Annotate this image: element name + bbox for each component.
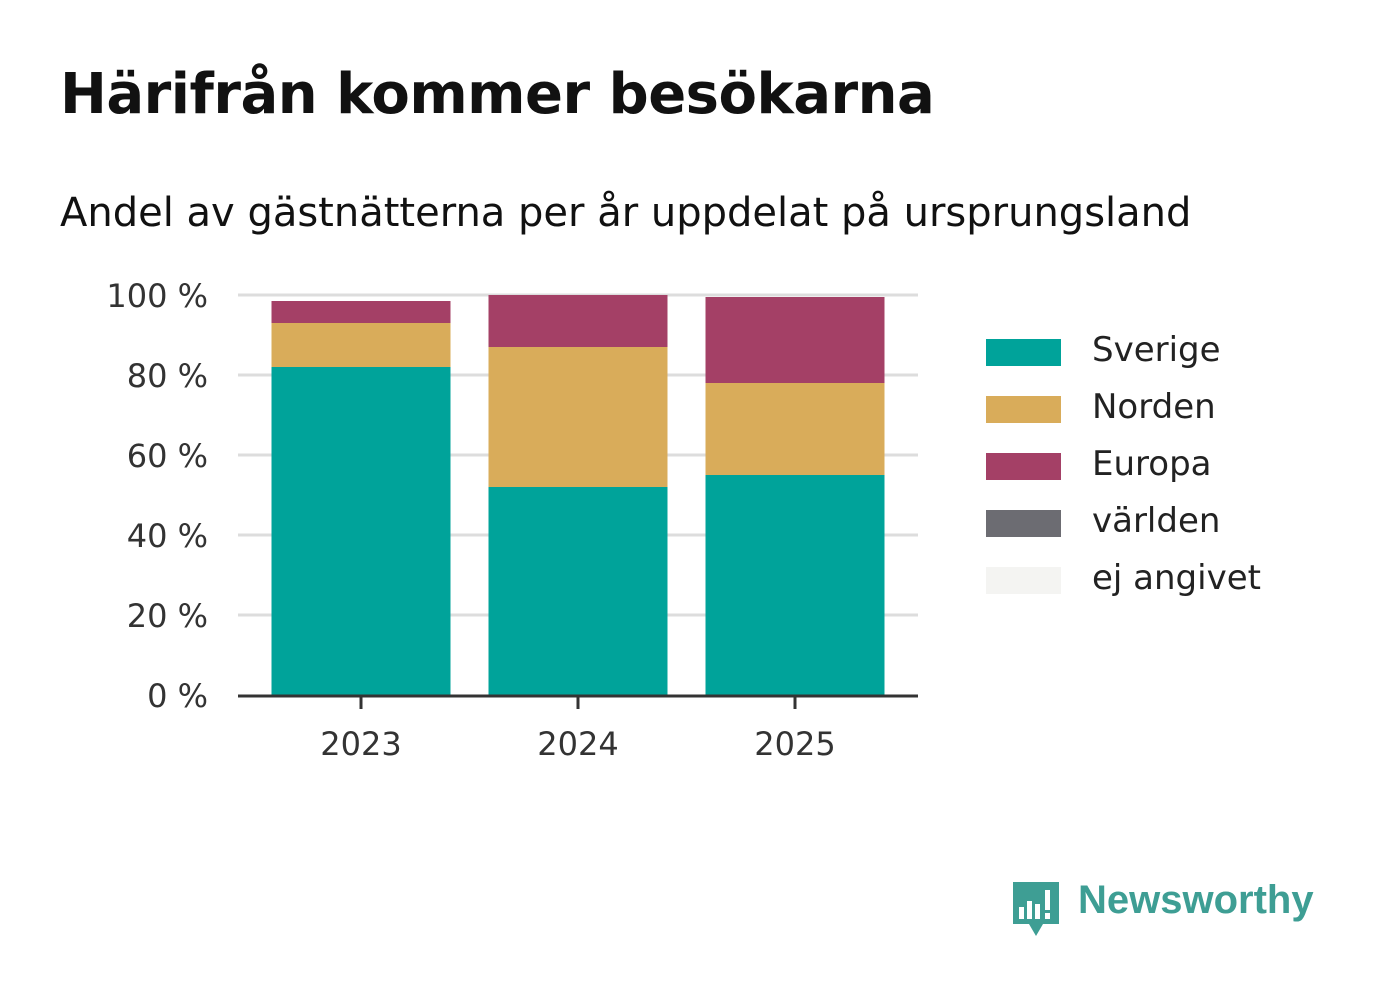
- bar-segment: [705, 297, 885, 383]
- bar-segment: [488, 347, 668, 487]
- y-tick-label: 80 %: [127, 357, 208, 395]
- y-tick-label: 60 %: [127, 437, 208, 475]
- brand-name: Newsworthy: [1078, 878, 1314, 922]
- legend-label: Europa: [1092, 444, 1212, 484]
- y-tick-label: 0 %: [147, 677, 208, 715]
- x-tick-label: 2023: [320, 725, 401, 763]
- legend-swatch: [986, 510, 1061, 537]
- chart-subtitle: Andel av gästnätterna per år uppdelat på…: [60, 190, 1192, 236]
- newsworthy-logo-icon: [1013, 882, 1059, 936]
- bar-segment: [488, 487, 668, 695]
- y-tick-label: 100 %: [106, 277, 208, 315]
- legend-swatch: [986, 396, 1061, 423]
- legend-label: Sverige: [1092, 330, 1221, 370]
- y-tick-label: 40 %: [127, 517, 208, 555]
- legend-swatch: [986, 453, 1061, 480]
- bar-segment: [705, 383, 885, 475]
- legend-label: ej angivet: [1092, 558, 1261, 598]
- x-tick-label: 2025: [754, 725, 835, 763]
- y-tick-label: 20 %: [127, 597, 208, 635]
- chart-title: Härifrån kommer besökarna: [60, 62, 935, 127]
- legend-label: Norden: [1092, 387, 1216, 427]
- bar-segment: [271, 323, 451, 367]
- x-tick-label: 2024: [537, 725, 618, 763]
- legend-swatch: [986, 339, 1061, 366]
- bar-segment: [271, 367, 451, 695]
- bar-segment: [271, 301, 451, 323]
- legend-label: världen: [1092, 501, 1221, 541]
- legend-swatch: [986, 567, 1061, 594]
- bar-segment: [488, 295, 668, 347]
- bar-segment: [705, 475, 885, 695]
